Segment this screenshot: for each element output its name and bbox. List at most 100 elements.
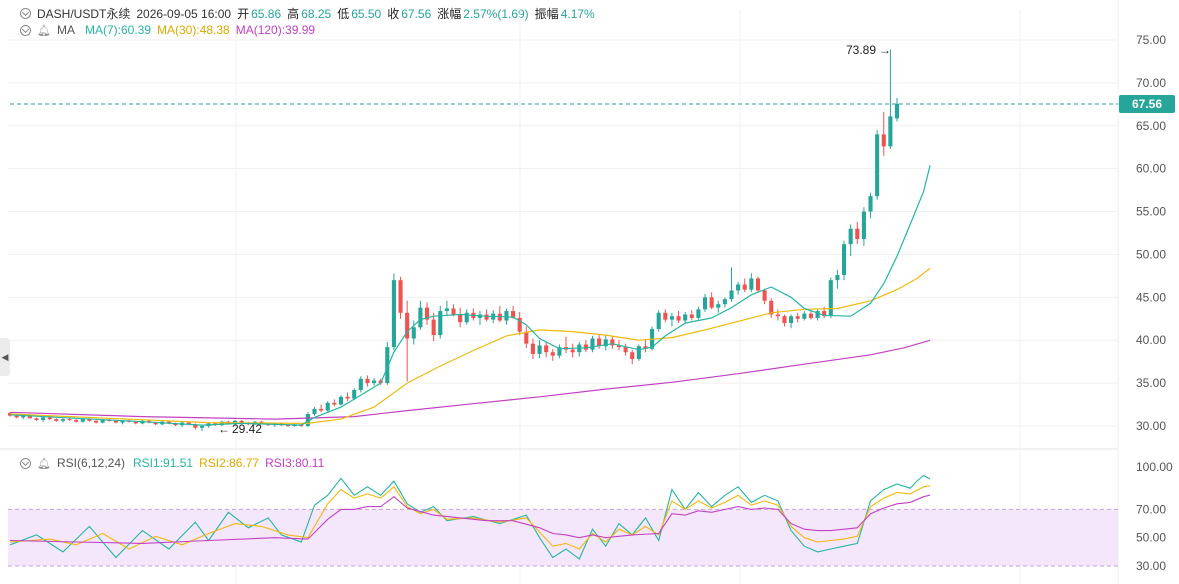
- price-axis-tick-label: 65.00: [1136, 119, 1166, 133]
- candle-body: [557, 347, 562, 356]
- candle-body: [683, 314, 688, 321]
- candle-body: [87, 419, 92, 421]
- candle-body: [372, 380, 377, 384]
- candle-body: [815, 311, 820, 318]
- candle-body: [623, 347, 628, 353]
- current-price-tag: 67.56: [1119, 95, 1175, 113]
- candle-body: [47, 417, 52, 420]
- candle-body: [80, 419, 85, 422]
- candle-body: [828, 280, 833, 317]
- candle-body: [398, 280, 403, 313]
- candle-body: [113, 420, 118, 423]
- candle-body: [325, 402, 330, 411]
- high-marker-arrow: →: [879, 43, 891, 57]
- candle-body: [762, 290, 767, 301]
- rsi1-legend: RSI1:91.51: [133, 456, 194, 470]
- amplitude-label: 振幅: [534, 7, 559, 21]
- candle-body: [511, 311, 516, 318]
- price-axis-tick-label: 75.00: [1136, 33, 1166, 47]
- candle-body: [21, 415, 26, 418]
- candle-body: [709, 297, 714, 308]
- collapse-chevron-icon[interactable]: [20, 8, 31, 19]
- ma30-line: [9, 267, 931, 425]
- ma7-line: [9, 165, 931, 426]
- candle-body: [431, 319, 436, 336]
- candle-body: [391, 280, 396, 348]
- candle-body: [875, 134, 880, 197]
- close-label: 收: [387, 7, 400, 21]
- candle-body: [583, 344, 588, 350]
- ma30-legend: MA(30):48.38: [157, 23, 230, 37]
- candle-body: [861, 211, 866, 240]
- alert-bell-icon[interactable]: 🔔︎: [37, 24, 51, 37]
- rsi-axis-tick-label: 50.00: [1136, 531, 1166, 545]
- candle-body: [385, 347, 390, 384]
- candle-body: [789, 316, 794, 324]
- candle-body: [484, 314, 489, 320]
- candle-body: [894, 103, 900, 119]
- low-marker-arrow: ←: [218, 422, 230, 436]
- candle-body: [722, 299, 727, 305]
- rsi3-legend: RSI3:80.11: [265, 456, 325, 470]
- price-axis-tick-label: 60.00: [1136, 162, 1166, 176]
- candle-body: [570, 349, 575, 353]
- collapse-chevron-icon[interactable]: [20, 457, 31, 469]
- candle-body: [74, 419, 79, 422]
- candle-body: [729, 290, 734, 300]
- rsi-axis-tick-label: 30.00: [1136, 559, 1166, 573]
- price-axis-tick-label: 45.00: [1136, 290, 1166, 304]
- symbol-info-bar: DASH/USDT永续 2026-09-05 16:00 开 65.86 高 6…: [20, 5, 601, 22]
- candle-body: [868, 196, 873, 212]
- open-label: 开: [237, 7, 250, 21]
- open-value: 65.86: [251, 6, 282, 21]
- price-axis-tick-label: 70.00: [1136, 76, 1166, 90]
- high-marker-label: 73.89: [846, 43, 876, 57]
- rsi-series-line-rsi2: [9, 485, 931, 550]
- price-axis-tick-label: 40.00: [1136, 333, 1166, 347]
- rsi-axis-tick-label: 70.00: [1136, 502, 1166, 516]
- candle-body: [153, 422, 158, 425]
- candle-body: [530, 343, 535, 354]
- candle-body: [365, 378, 370, 384]
- candle-body: [345, 396, 350, 399]
- price-axis-tick-label: 35.00: [1136, 376, 1166, 390]
- candle-body: [822, 311, 827, 317]
- rsi-axis-tick-label: 100.00: [1136, 460, 1173, 474]
- candle-body: [524, 331, 529, 344]
- candle-body: [451, 308, 456, 315]
- symbol-name: DASH/USDT永续: [37, 7, 131, 21]
- collapse-chevron-icon[interactable]: [20, 24, 31, 36]
- candle-body: [405, 312, 410, 339]
- candle-body: [120, 420, 125, 423]
- candle-body: [702, 297, 708, 310]
- candle-body: [418, 307, 423, 328]
- candle-body: [305, 413, 310, 426]
- change-value: 2.57%(1.69): [463, 6, 529, 21]
- candle-body: [736, 284, 741, 291]
- candle-body: [411, 327, 416, 339]
- alert-bell-icon[interactable]: 🔔︎: [37, 457, 51, 470]
- rsi2-legend: RSI2:86.77: [199, 456, 260, 470]
- candle-body: [808, 313, 813, 318]
- candle-body: [438, 311, 443, 336]
- candle-body: [517, 317, 522, 332]
- candle-body: [166, 421, 171, 424]
- price-axis-tick-label: 50.00: [1136, 247, 1166, 261]
- candle-body: [616, 345, 622, 348]
- candle-body: [755, 278, 761, 291]
- candle-body: [312, 408, 317, 414]
- rsi-overbought-oversold-band: [8, 509, 1118, 566]
- candle-body: [835, 275, 840, 281]
- ma-indicator-name: MA: [56, 23, 75, 37]
- candle-body: [855, 228, 860, 240]
- candle-body: [458, 314, 463, 323]
- candle-body: [444, 308, 449, 312]
- candle-body: [14, 415, 19, 418]
- rsi-indicator-name: RSI(6,12,24): [56, 456, 126, 470]
- candle-body: [544, 345, 549, 353]
- candle-body: [67, 419, 72, 421]
- candle-body: [696, 309, 701, 318]
- candle-body: [795, 316, 800, 319]
- collapse-sidebar-handle[interactable]: ◀: [0, 338, 10, 376]
